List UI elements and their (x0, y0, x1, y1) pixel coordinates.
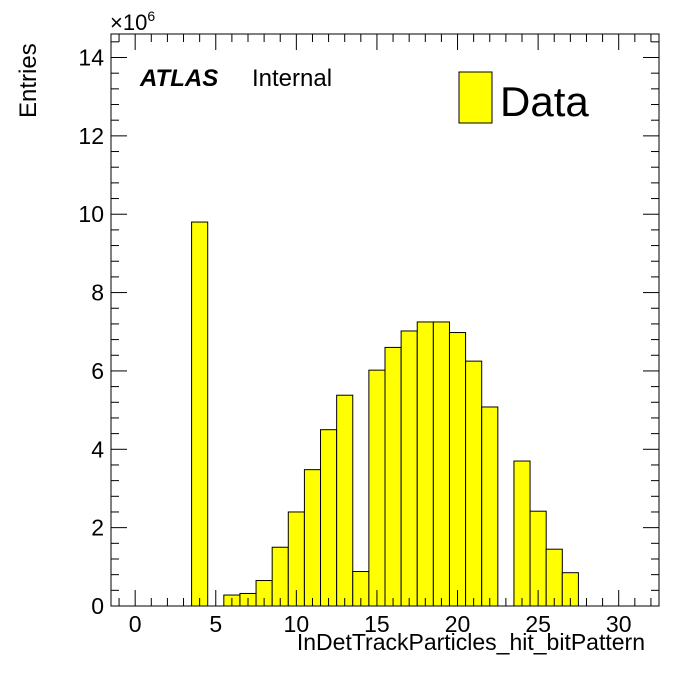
x-axis-label: InDetTrackParticles_hit_bitPattern (297, 629, 645, 655)
x-tick-label: 20 (445, 611, 471, 637)
y-tick-label: 8 (91, 280, 104, 306)
y-tick-label: 6 (91, 358, 104, 384)
bar-bin-16 (384, 346, 402, 607)
x-tick-label: 0 (129, 611, 142, 637)
x-tick-label: 30 (606, 611, 632, 637)
bar-bin-13 (336, 394, 354, 607)
bar-bin-4 (191, 221, 209, 607)
y-tick-label: 0 (91, 593, 104, 619)
bar-bin-20 (448, 332, 467, 607)
bar-bin-24 (513, 460, 531, 607)
x-tick-label: 5 (209, 611, 222, 637)
legend: Data (458, 71, 589, 125)
bar-bin-17 (400, 330, 418, 607)
y-tick-label: 14 (78, 45, 104, 71)
y-tick-label: 10 (78, 201, 104, 227)
bar-bin-12 (320, 429, 338, 607)
bar-bin-26 (545, 548, 563, 607)
y-tick-label: 2 (91, 515, 104, 541)
tick-labels-group: 0 5 10 15 20 25 30 0 2 4 6 8 10 12 14 (78, 45, 631, 637)
legend-label-data: Data (500, 78, 589, 125)
y-tick-label: 4 (91, 436, 104, 462)
x-tick-label: 25 (525, 611, 551, 637)
internal-label: Internal (252, 65, 332, 92)
bar-bin-18 (416, 321, 434, 607)
x-tick-label: 15 (364, 611, 390, 637)
bar-bin-19 (432, 321, 450, 607)
bar-bin-9 (271, 546, 289, 607)
atlas-label: ATLAS (139, 65, 218, 92)
y-axis-label: Entries (15, 43, 42, 118)
bars-group (191, 221, 579, 607)
ticks-group (111, 34, 659, 607)
x-tick-label: 10 (284, 611, 310, 637)
bar-bin-11 (303, 469, 322, 607)
plot-frame (110, 33, 660, 607)
y-multiplier: ×106 (110, 8, 155, 35)
bar-bin-21 (465, 360, 483, 607)
legend-swatch-data (458, 71, 493, 124)
bar-bin-22 (481, 406, 499, 607)
y-tick-label: 12 (78, 123, 104, 149)
bar-bin-15 (368, 369, 386, 607)
